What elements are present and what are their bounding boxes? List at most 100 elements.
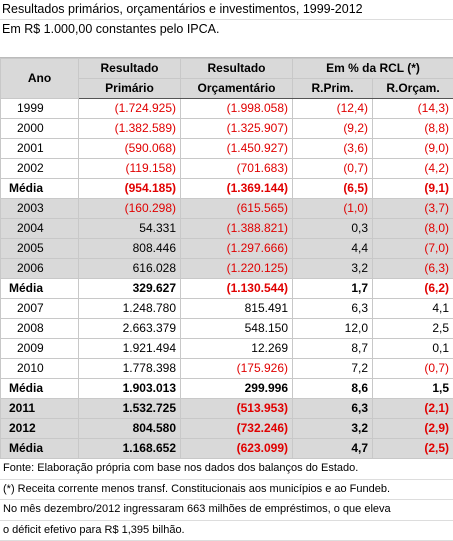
table-row: 2004 54.331 (1.388.821) 0,3 (8,0): [0, 218, 453, 239]
value-cell: (1,0): [292, 198, 373, 219]
value-cell: 4,4: [292, 238, 373, 259]
subtitle: Em R$ 1.000,00 constantes pelo IPCA.: [0, 19, 453, 39]
value-cell: (6,3): [371, 258, 453, 279]
value-cell: (623.099): [180, 438, 293, 459]
value-cell: 1,5: [371, 378, 453, 399]
value-cell: 1,7: [292, 278, 373, 299]
year-cell: 2012: [0, 418, 79, 439]
table-row: 2012 804.580 (732.246) 3,2 (2,9): [0, 418, 453, 439]
year-cell: Média: [0, 438, 79, 459]
year-cell: Média: [0, 178, 79, 199]
value-cell: 12.269: [180, 338, 293, 359]
table-row: 2003 (160.298) (615.565) (1,0) (3,7): [0, 198, 453, 219]
note: Fonte: Elaboração própria com base nos d…: [0, 459, 453, 480]
data-table: Ano Resultado Resultado Em % da RCL (*) …: [0, 58, 453, 459]
value-cell: 3,2: [292, 418, 373, 439]
value-cell: (1.388.821): [180, 218, 293, 239]
table-row: Média 1.168.652 (623.099) 4,7 (2,5): [0, 438, 453, 459]
title: Resultados primários, orçamentários e in…: [2, 2, 363, 16]
value-cell: (9,0): [371, 138, 453, 159]
value-cell: (160.298): [78, 198, 181, 219]
notes: Fonte: Elaboração própria com base nos d…: [0, 459, 453, 541]
value-cell: 0,3: [292, 218, 373, 239]
value-cell: (615.565): [180, 198, 293, 219]
value-cell: 1.532.725: [78, 398, 181, 419]
value-cell: 6,3: [292, 398, 373, 419]
value-cell: (1.450.927): [180, 138, 293, 159]
year-cell: 2008: [0, 318, 79, 339]
head-row: Ano Resultado Resultado Em % da RCL (*): [0, 58, 453, 99]
table-head: Ano Resultado Resultado Em % da RCL (*) …: [0, 58, 453, 99]
value-cell: (1.998.058): [180, 98, 293, 119]
value-cell: (9,2): [292, 118, 373, 139]
year-cell: 2000: [0, 118, 79, 139]
value-cell: (1.220.125): [180, 258, 293, 279]
head-cell: R.Orçam.: [371, 78, 453, 99]
value-cell: 1.248.780: [78, 298, 181, 319]
table-row: Média (954.185) (1.369.144) (6,5) (9,1): [0, 178, 453, 199]
value-cell: (732.246): [180, 418, 293, 439]
value-cell: 8,6: [292, 378, 373, 399]
value-cell: (3,7): [371, 198, 453, 219]
value-cell: (1.130.544): [180, 278, 293, 299]
value-cell: 7,2: [292, 358, 373, 379]
value-cell: 0,1: [371, 338, 453, 359]
value-cell: 8,7: [292, 338, 373, 359]
table-row: 2002 (119.158) (701.683) (0,7) (4,2): [0, 158, 453, 179]
note: o déficit efetivo para R$ 1,395 bilhão.: [0, 521, 453, 541]
value-cell: 2.663.379: [78, 318, 181, 339]
year-cell: Média: [0, 378, 79, 399]
note: (*) Receita corrente menos transf. Const…: [0, 480, 453, 500]
value-cell: (1.297.666): [180, 238, 293, 259]
year-cell: 2002: [0, 158, 79, 179]
head-cell: Primário: [78, 78, 181, 99]
value-cell: (4,2): [371, 158, 453, 179]
value-cell: 4,7: [292, 438, 373, 459]
table-row: Média 1.903.013 299.996 8,6 1,5: [0, 378, 453, 399]
value-cell: (1.369.144): [180, 178, 293, 199]
head-cell: Ano: [0, 58, 79, 99]
value-cell: (1.382.589): [78, 118, 181, 139]
year-cell: 2010: [0, 358, 79, 379]
value-cell: 4,1: [371, 298, 453, 319]
value-cell: (6,5): [292, 178, 373, 199]
value-cell: 1.903.013: [78, 378, 181, 399]
value-cell: 1.168.652: [78, 438, 181, 459]
table-row: 2008 2.663.379 548.150 12,0 2,5: [0, 318, 453, 339]
table-row: 2006 616.028 (1.220.125) 3,2 (6,3): [0, 258, 453, 279]
value-cell: 804.580: [78, 418, 181, 439]
year-cell: 1999: [0, 98, 79, 119]
year-cell: 2004: [0, 218, 79, 239]
table-row: 2001 (590.068) (1.450.927) (3,6) (9,0): [0, 138, 453, 159]
value-cell: (175.926): [180, 358, 293, 379]
value-cell: (2,1): [371, 398, 453, 419]
value-cell: (9,1): [371, 178, 453, 199]
year-cell: Média: [0, 278, 79, 299]
year-cell: 2005: [0, 238, 79, 259]
value-cell: (1.724.925): [78, 98, 181, 119]
year-cell: 2011: [0, 398, 79, 419]
note: No mês dezembro/2012 ingressaram 663 mil…: [0, 500, 453, 521]
value-cell: 3,2: [292, 258, 373, 279]
value-cell: 1.921.494: [78, 338, 181, 359]
table-row: 1999 (1.724.925) (1.998.058) (12,4) (14,3): [0, 98, 453, 119]
year-cell: 2009: [0, 338, 79, 359]
table-row: 2005 808.446 (1.297.666) 4,4 (7,0): [0, 238, 453, 259]
year-cell: 2003: [0, 198, 79, 219]
value-cell: 329.627: [78, 278, 181, 299]
value-cell: (8,8): [371, 118, 453, 139]
value-cell: (954.185): [78, 178, 181, 199]
value-cell: 548.150: [180, 318, 293, 339]
table-row: 2011 1.532.725 (513.953) 6,3 (2,1): [0, 398, 453, 419]
table-row: 2010 1.778.398 (175.926) 7,2 (0,7): [0, 358, 453, 379]
year-cell: 2007: [0, 298, 79, 319]
table-row: 2000 (1.382.589) (1.325.907) (9,2) (8,8): [0, 118, 453, 139]
header: Resultados primários, orçamentários e in…: [0, 0, 453, 58]
year-cell: 2001: [0, 138, 79, 159]
value-cell: (14,3): [371, 98, 453, 119]
value-cell: (6,2): [371, 278, 453, 299]
value-cell: (7,0): [371, 238, 453, 259]
value-cell: (0,7): [371, 358, 453, 379]
value-cell: (2,5): [371, 438, 453, 459]
